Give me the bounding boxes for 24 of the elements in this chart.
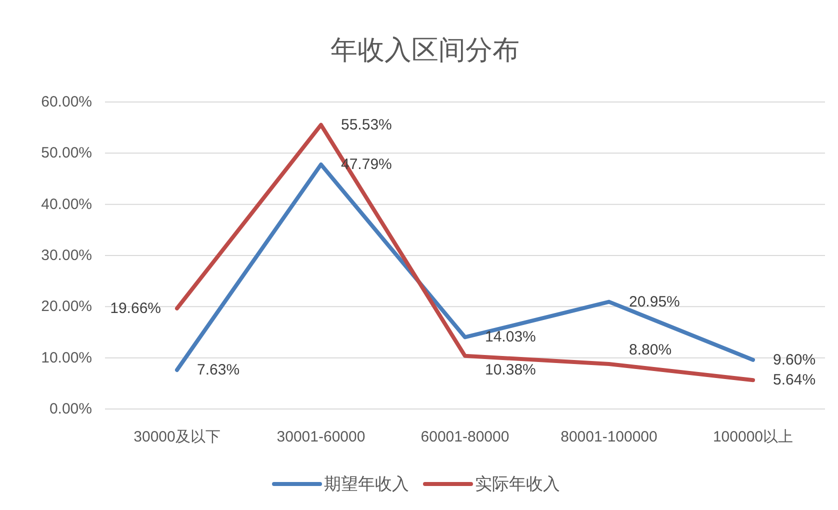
data-label: 19.66% <box>110 300 161 317</box>
y-tick-label: 50.00% <box>41 144 92 162</box>
data-label: 20.95% <box>629 293 680 310</box>
data-label: 5.64% <box>773 372 816 389</box>
y-tick-label: 10.00% <box>41 349 92 366</box>
data-label: 14.03% <box>485 328 536 346</box>
data-label: 8.80% <box>629 341 672 358</box>
legend-label: 实际年收入 <box>475 474 560 494</box>
x-tick-label: 80001-100000 <box>560 428 658 446</box>
data-label: 55.53% <box>341 116 392 134</box>
data-label: 7.63% <box>197 361 240 378</box>
data-label: 10.38% <box>485 361 536 378</box>
legend-label: 期望年收入 <box>324 474 409 494</box>
y-tick-label: 20.00% <box>41 298 92 316</box>
y-tick-label: 0.00% <box>49 400 92 418</box>
y-tick-label: 40.00% <box>41 196 92 213</box>
x-tick-label: 30001-60000 <box>276 428 366 446</box>
data-label: 9.60% <box>773 351 816 368</box>
chart-title: 年收入区间分布 <box>330 35 520 65</box>
x-tick-label: 60001-80000 <box>420 428 510 446</box>
y-tick-label: 60.00% <box>41 94 92 110</box>
y-tick-label: 30.00% <box>41 247 92 264</box>
x-tick-label: 30000及以下 <box>134 428 220 446</box>
x-tick-label: 100000以上 <box>712 428 794 446</box>
